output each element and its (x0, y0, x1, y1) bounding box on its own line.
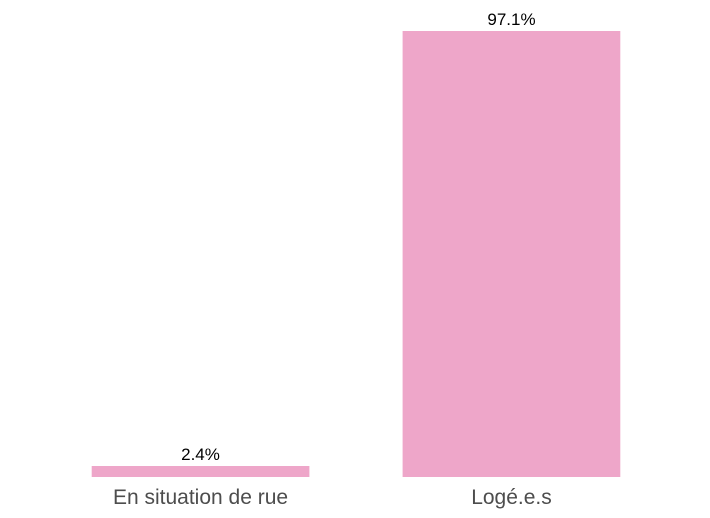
x-tick-labels-group: En situation de rue Logé.e.s (113, 486, 552, 509)
x-tick-label: Logé.e.s (471, 486, 552, 509)
bars-group (91, 31, 621, 477)
data-label: 2.4% (181, 445, 220, 464)
value-labels-group: 2.4% 97.1% (181, 10, 535, 464)
bar (402, 31, 621, 477)
bar (91, 466, 310, 477)
data-label: 97.1% (487, 10, 535, 29)
x-tick-label: En situation de rue (113, 486, 288, 509)
